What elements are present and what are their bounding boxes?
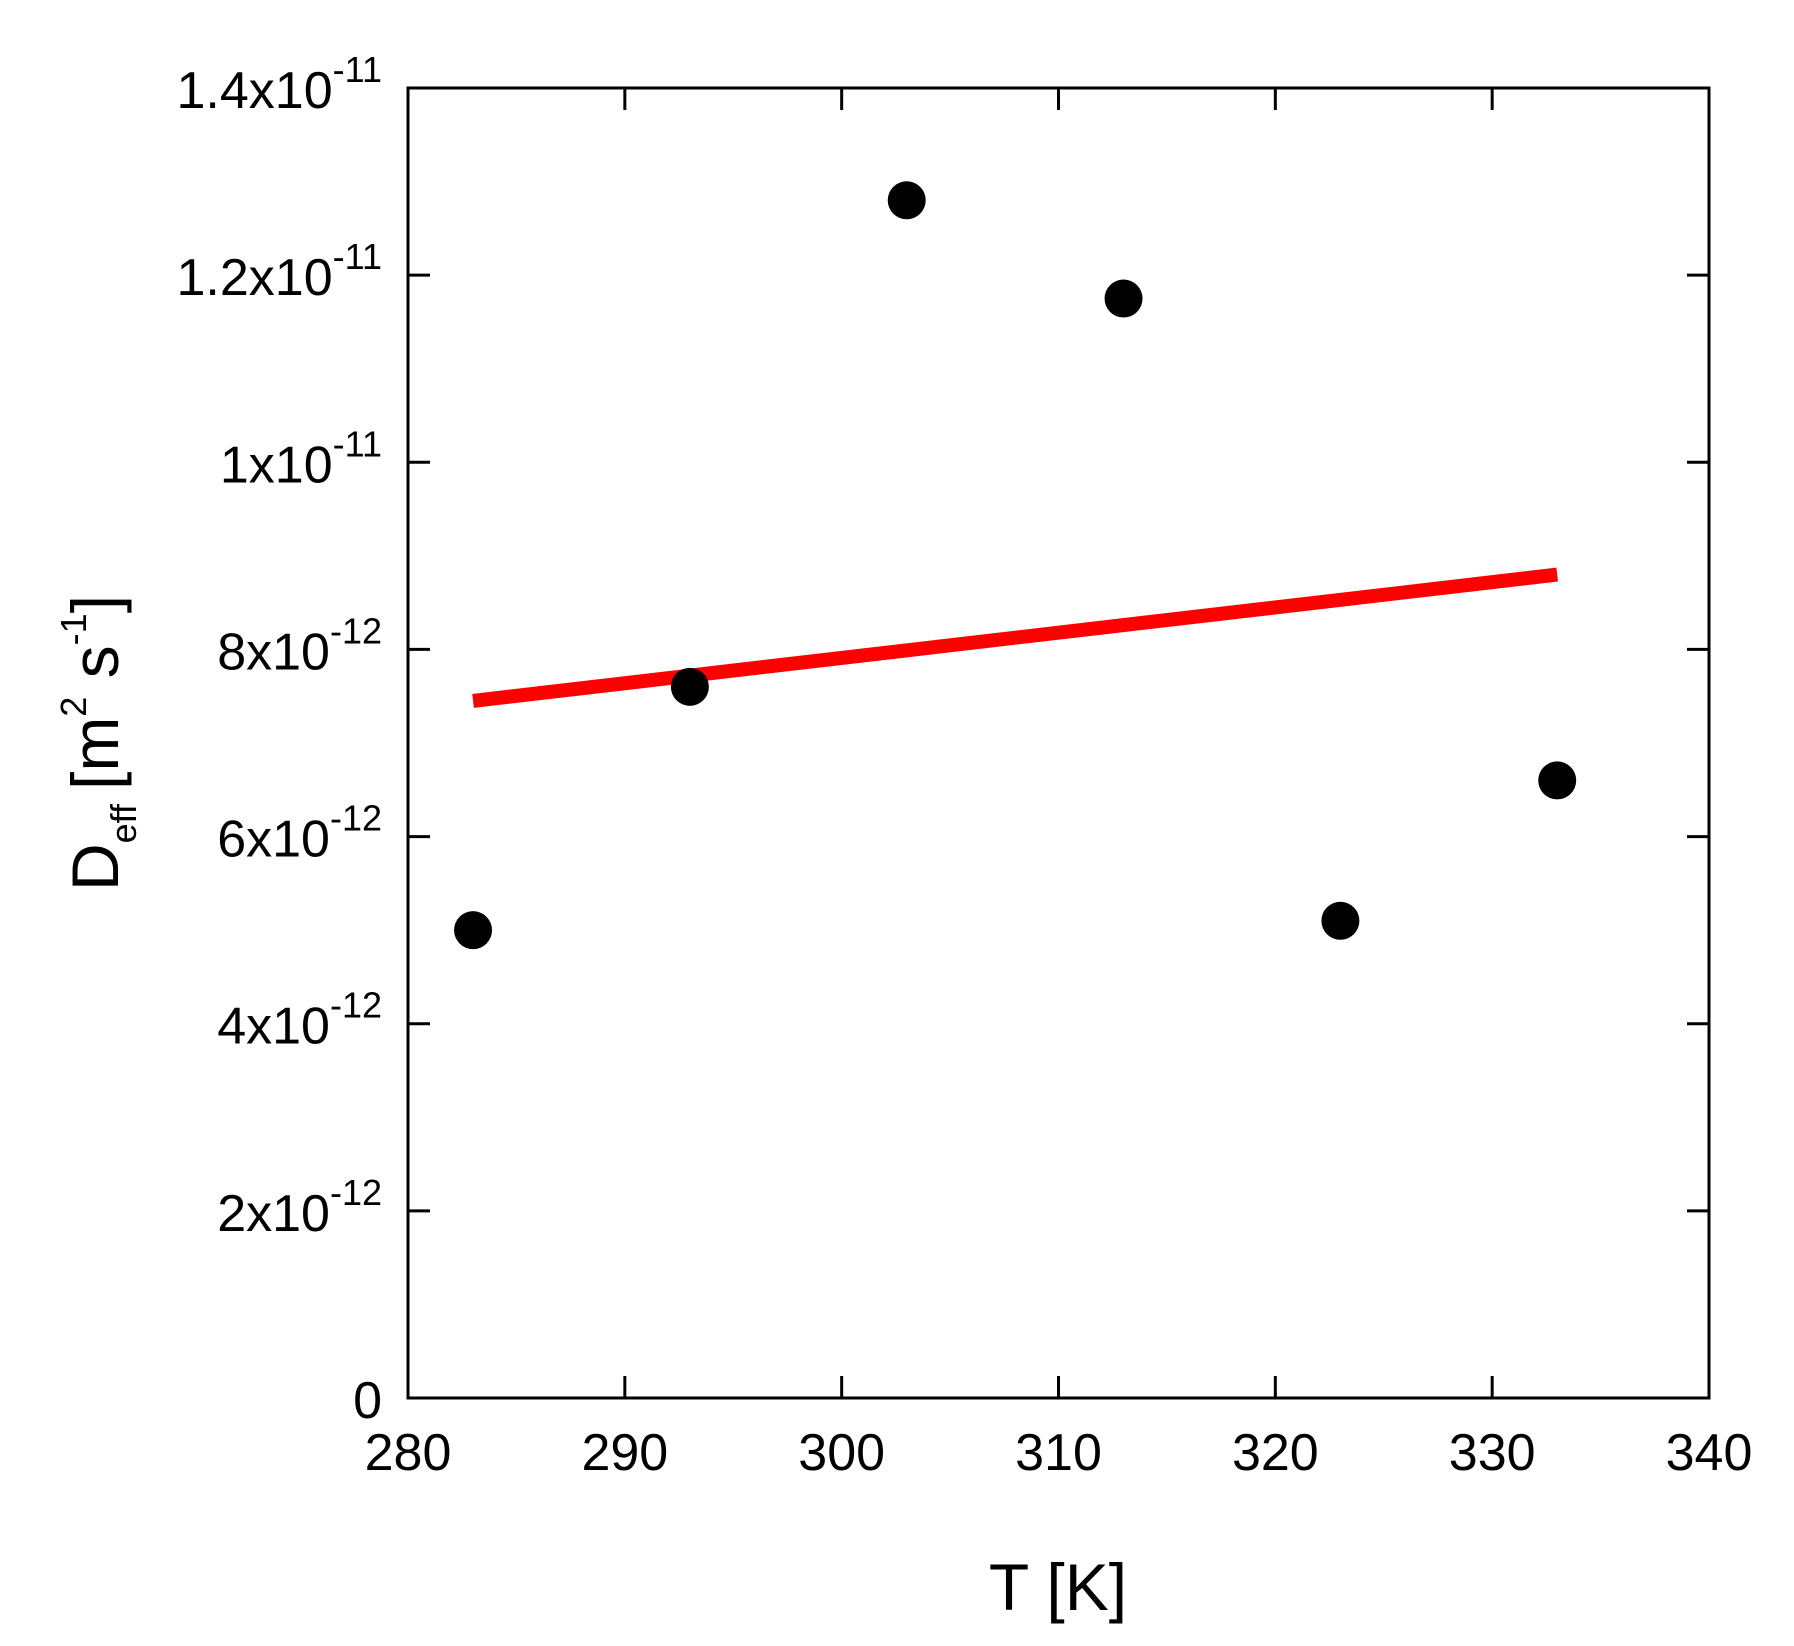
x-tick-label: 340 bbox=[1666, 1424, 1753, 1482]
x-tick-label: 290 bbox=[581, 1424, 668, 1482]
y-tick-label: 8x10-12 bbox=[217, 610, 382, 681]
x-tick-label: 310 bbox=[1015, 1424, 1102, 1482]
data-point bbox=[454, 911, 493, 950]
axis-ticks bbox=[406, 86, 1711, 1400]
data-point bbox=[887, 181, 926, 220]
y-tick-labels: 0 2x10-12 4x10-12 6x10-12 8x10-12 1x10-11 1.2x… bbox=[177, 49, 383, 1430]
data-point bbox=[1321, 901, 1360, 940]
y-tick-label: 0 bbox=[353, 1372, 382, 1430]
data-point bbox=[1104, 279, 1143, 318]
x-tick-label: 320 bbox=[1232, 1424, 1319, 1482]
x-tick-label: 300 bbox=[798, 1424, 885, 1482]
y-axis-title: Deff[m2 s-1] bbox=[53, 595, 144, 891]
x-tick-label: 280 bbox=[365, 1424, 452, 1482]
y-tick-label: 6x10-12 bbox=[217, 798, 382, 869]
x-tick-labels: 280 290 300 310 320 330 340 bbox=[365, 1424, 1753, 1482]
data-point bbox=[1538, 761, 1577, 800]
y-tick-label: 4x10-12 bbox=[217, 985, 382, 1056]
x-tick-label: 330 bbox=[1449, 1424, 1536, 1482]
data-point bbox=[670, 667, 709, 706]
y-tick-label: 1.2x10-11 bbox=[177, 236, 383, 307]
y-tick-label: 2x10-12 bbox=[217, 1172, 382, 1243]
y-tick-label: 1.4x10-11 bbox=[177, 49, 383, 120]
plot-frame bbox=[406, 86, 1711, 1400]
x-axis-title: T [K] bbox=[989, 1550, 1127, 1624]
series-layer bbox=[454, 181, 1577, 950]
fit-line bbox=[472, 567, 1559, 708]
y-tick-label: 1x10-11 bbox=[220, 423, 382, 494]
